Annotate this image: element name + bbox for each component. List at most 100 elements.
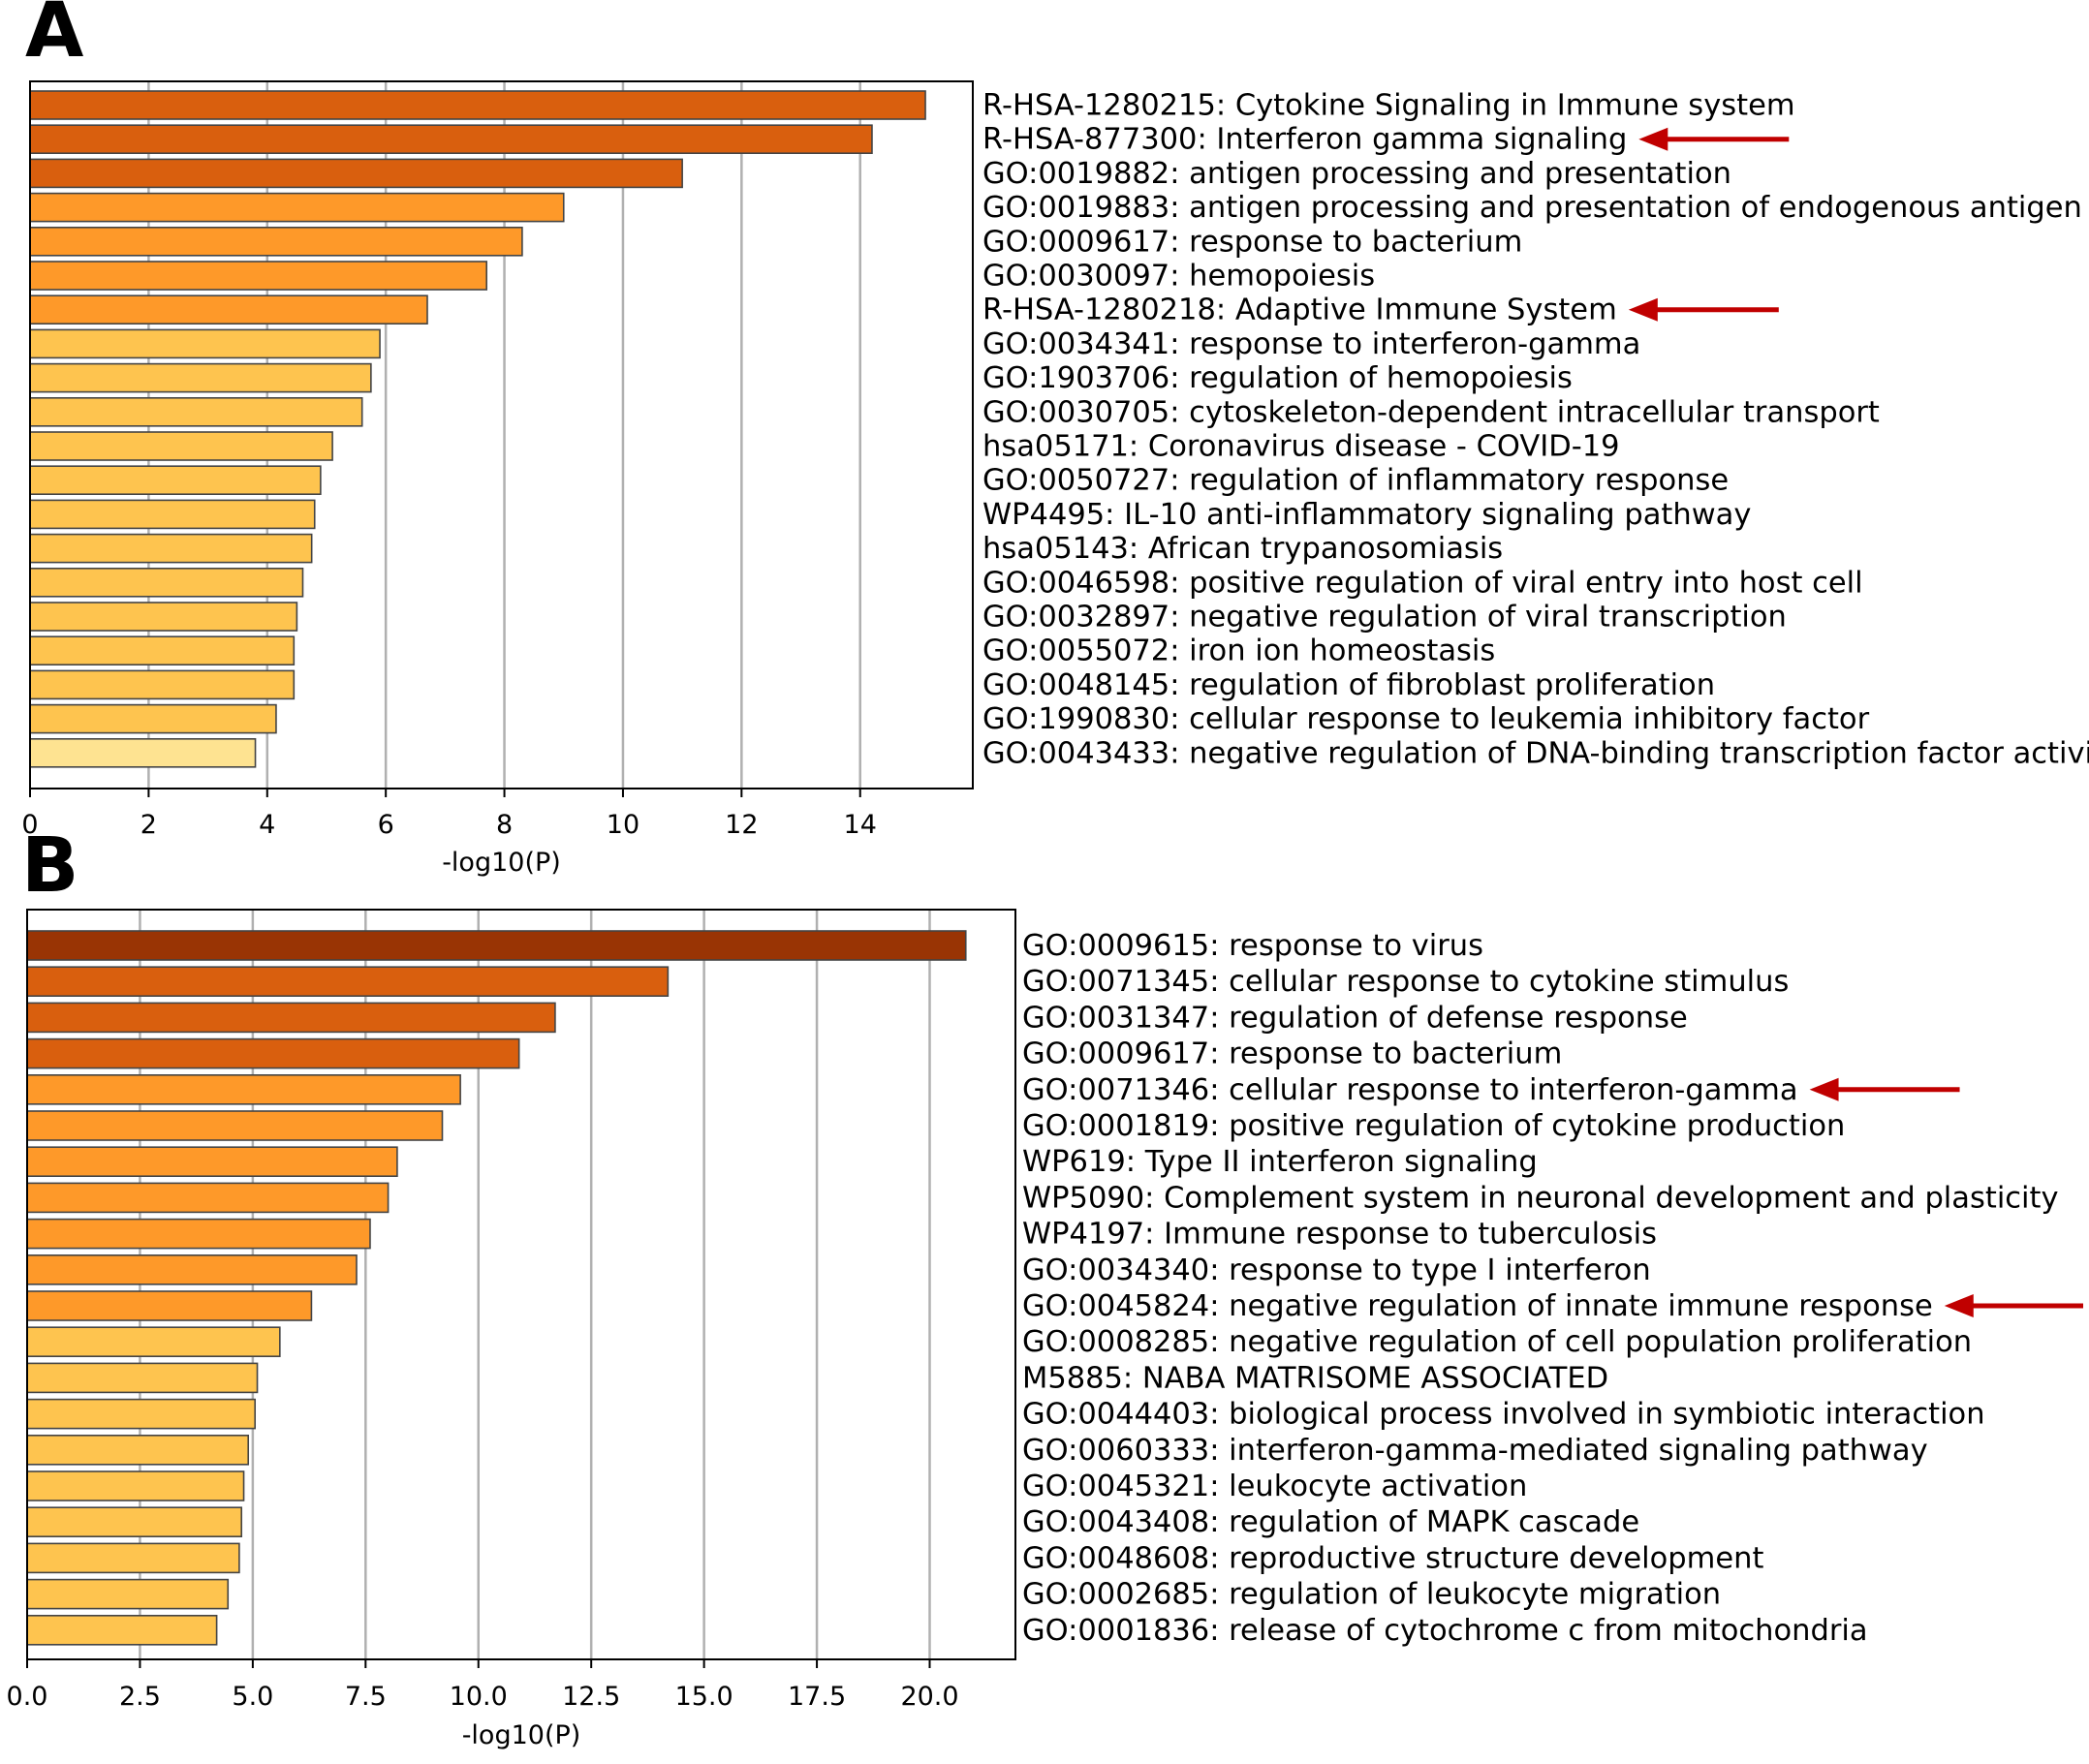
bar bbox=[26, 966, 670, 998]
term-label: GO:0030705: cytoskeleton-dependent intra… bbox=[982, 395, 1880, 429]
term-label: GO:0045824: negative regulation of innat… bbox=[1022, 1289, 1933, 1323]
plot-frame bbox=[29, 80, 974, 789]
term-label: GO:0001836: release of cytochrome c from… bbox=[1022, 1614, 1868, 1648]
term-label: GO:0046598: positive regulation of viral… bbox=[982, 566, 1863, 600]
bar bbox=[29, 533, 313, 564]
x-tick-label: 7.5 bbox=[345, 1682, 387, 1712]
bar bbox=[26, 1254, 358, 1285]
term-label: hsa05171: Coronavirus disease - COVID-19 bbox=[982, 430, 1620, 464]
highlight-arrow-icon bbox=[1944, 1294, 2083, 1317]
term-label: GO:0032897: negative regulation of viral… bbox=[982, 601, 1787, 634]
highlight-arrow-icon bbox=[1628, 297, 1779, 322]
bar bbox=[29, 567, 304, 598]
bar bbox=[29, 192, 565, 223]
bar bbox=[29, 158, 683, 189]
bar bbox=[29, 703, 277, 734]
plot-frame bbox=[26, 909, 1016, 1660]
bar bbox=[26, 1037, 520, 1069]
bar bbox=[26, 1110, 444, 1141]
bar bbox=[26, 1398, 257, 1430]
arrow-head bbox=[1628, 297, 1658, 322]
term-label: GO:0048608: reproductive structure devel… bbox=[1022, 1541, 1763, 1575]
term-label: R-HSA-1280218: Adaptive Immune System bbox=[982, 294, 1617, 327]
x-tick-label: 12.5 bbox=[562, 1682, 620, 1712]
x-tick-label: 0 bbox=[21, 810, 38, 840]
arrow-head bbox=[1638, 127, 1668, 151]
x-tick-label: 2.5 bbox=[119, 1682, 161, 1712]
bar bbox=[26, 1362, 259, 1394]
chart-panel-b: B 0.0 2.5 5.0 7.5 10.0 12.5 15.0 17.5 20.0 -log10(… bbox=[7, 822, 2083, 1750]
bar bbox=[26, 1326, 281, 1357]
bar bbox=[29, 602, 298, 632]
term-label: GO:0043433: negative regulation of DNA-b… bbox=[982, 736, 2089, 770]
bar bbox=[26, 1615, 218, 1646]
term-label: GO:0071345: cellular response to cytokin… bbox=[1022, 965, 1789, 999]
term-label: GO:0071346: cellular response to interfe… bbox=[1022, 1073, 1798, 1107]
term-label: GO:0009615: response to virus bbox=[1022, 929, 1483, 963]
x-tick-label: 0.0 bbox=[7, 1682, 48, 1712]
term-label: GO:0019883: antigen processing and prese… bbox=[982, 191, 2082, 225]
term-label: GO:0009617: response to bacterium bbox=[1022, 1037, 1562, 1071]
bar bbox=[29, 294, 428, 325]
bar bbox=[26, 1506, 243, 1537]
bar bbox=[26, 1542, 240, 1574]
bar bbox=[29, 261, 488, 291]
bar bbox=[29, 328, 381, 359]
term-label: GO:0045321: leukocyte activation bbox=[1022, 1470, 1527, 1503]
panel-letter: B bbox=[21, 822, 78, 910]
x-tick-label: 4 bbox=[259, 810, 275, 840]
x-axis-label: -log10(P) bbox=[462, 1720, 581, 1750]
term-label: GO:0002685: regulation of leukocyte migr… bbox=[1022, 1578, 1721, 1612]
term-label: GO:0030097: hemopoiesis bbox=[982, 260, 1375, 294]
bar bbox=[29, 499, 316, 530]
x-tick-label: 10 bbox=[607, 810, 639, 840]
term-label: GO:1903706: regulation of hemopoiesis bbox=[982, 361, 1573, 395]
bar bbox=[26, 1218, 371, 1250]
term-label: WP619: Type II interferon signaling bbox=[1022, 1145, 1538, 1179]
term-label: M5885: NABA MATRISOME ASSOCIATED bbox=[1022, 1361, 1608, 1395]
bar bbox=[29, 431, 333, 461]
term-label: GO:0001819: positive regulation of cytok… bbox=[1022, 1109, 1845, 1143]
x-tick-label: 8 bbox=[496, 810, 513, 840]
x-tick-label: 5.0 bbox=[232, 1682, 273, 1712]
bar bbox=[29, 635, 296, 666]
bar bbox=[26, 1182, 390, 1214]
bar bbox=[29, 227, 523, 257]
bar bbox=[26, 1290, 313, 1321]
bar bbox=[26, 1435, 250, 1466]
x-tick-label: 20.0 bbox=[900, 1682, 958, 1712]
term-label: GO:0009617: response to bacterium bbox=[982, 225, 1522, 259]
x-tick-label: 6 bbox=[378, 810, 394, 840]
chart-panel-a: A 0 2 4 6 8 10 12 14 -log10(P) R-HSA-1280215: Cyto… bbox=[21, 0, 2089, 878]
x-tick-label: 17.5 bbox=[788, 1682, 846, 1712]
arrow-head bbox=[1809, 1077, 1839, 1101]
term-label: GO:0055072: iron ion homeostasis bbox=[982, 634, 1495, 668]
highlight-arrow-icon bbox=[1638, 127, 1790, 151]
bar bbox=[29, 465, 322, 496]
bar bbox=[26, 930, 967, 961]
term-label: GO:0044403: biological process involved … bbox=[1022, 1398, 1985, 1432]
x-tick-label: 15.0 bbox=[675, 1682, 733, 1712]
bar bbox=[29, 90, 926, 120]
term-label: hsa05143: African trypanosomiasis bbox=[982, 532, 1503, 566]
bar bbox=[29, 396, 363, 427]
term-label: GO:0043408: regulation of MAPK cascade bbox=[1022, 1505, 1639, 1539]
bar bbox=[29, 669, 296, 700]
term-label: GO:0008285: negative regulation of cell … bbox=[1022, 1325, 1972, 1359]
x-axis-label: -log10(P) bbox=[442, 848, 561, 878]
x-tick-label: 14 bbox=[844, 810, 877, 840]
bar bbox=[26, 1470, 245, 1501]
bar bbox=[26, 1146, 398, 1177]
term-label: GO:0034340: response to type I interfero… bbox=[1022, 1253, 1651, 1287]
bar bbox=[29, 124, 873, 154]
bar bbox=[26, 1578, 230, 1610]
term-label: GO:0034341: response to interferon-gamma bbox=[982, 327, 1640, 361]
term-label: R-HSA-877300: Interferon gamma signaling bbox=[982, 123, 1627, 157]
x-tick-label: 2 bbox=[140, 810, 157, 840]
term-label: GO:0031347: regulation of defense respon… bbox=[1022, 1001, 1688, 1035]
term-label: R-HSA-1280215: Cytokine Signaling in Imm… bbox=[982, 89, 1795, 123]
x-tick-label: 10.0 bbox=[450, 1682, 508, 1712]
term-label: GO:0060333: interferon-gamma-mediated si… bbox=[1022, 1434, 1928, 1468]
term-label: GO:0050727: regulation of inflammatory r… bbox=[982, 464, 1729, 498]
